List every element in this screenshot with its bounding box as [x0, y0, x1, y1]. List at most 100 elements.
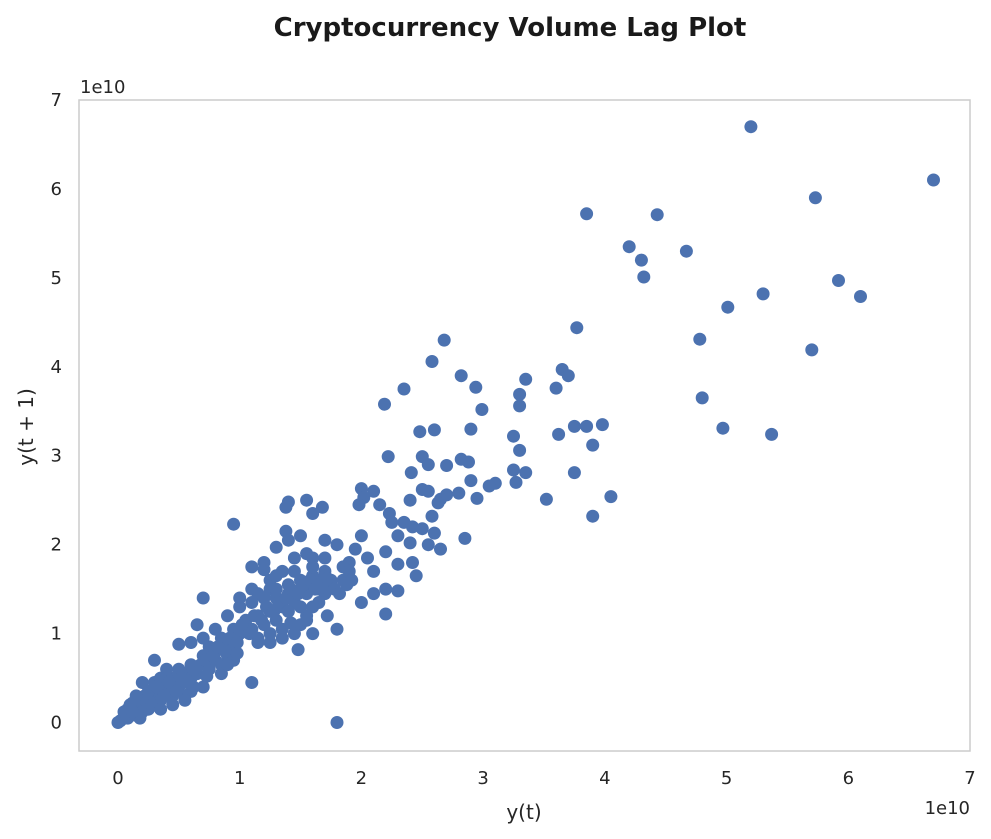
- scatter-point: [832, 274, 845, 287]
- scatter-point: [367, 564, 381, 578]
- y-tick-label: 7: [51, 90, 62, 111]
- scatter-point: [348, 542, 362, 556]
- scatter-point: [464, 422, 478, 436]
- scatter-point: [354, 596, 368, 609]
- x-axis-offset-label: 1e10: [925, 798, 970, 819]
- scatter-point: [330, 622, 344, 636]
- scatter-point: [427, 526, 441, 540]
- scatter-point: [695, 391, 709, 405]
- scatter-point: [367, 484, 381, 498]
- scatter-point: [230, 636, 244, 649]
- scatter-point: [279, 500, 293, 514]
- scatter-point: [413, 425, 427, 439]
- scatter-point: [507, 429, 520, 443]
- x-tick-label: 2: [356, 768, 367, 789]
- x-tick-label: 5: [721, 768, 732, 789]
- scatter-point: [693, 332, 707, 346]
- scatter-point: [716, 421, 730, 435]
- scatter-point: [233, 600, 247, 614]
- scatter-point: [637, 270, 651, 284]
- scatter-point: [263, 627, 277, 641]
- scatter-point: [391, 529, 405, 543]
- scatter-point: [464, 474, 478, 488]
- scatter-point: [178, 693, 192, 707]
- scatter-point: [166, 698, 180, 712]
- scatter-point: [452, 486, 466, 500]
- scatter-point: [150, 680, 164, 694]
- scatter-point: [391, 557, 405, 571]
- scatter-point: [196, 631, 210, 645]
- chart-title: Cryptocurrency Volume Lag Plot: [274, 13, 747, 43]
- scatter-point: [251, 631, 265, 645]
- scatter-point: [255, 613, 269, 627]
- scatter-point: [403, 493, 417, 507]
- scatter-point: [622, 240, 636, 254]
- scatter-point: [227, 517, 241, 531]
- x-tick-label: 4: [599, 768, 610, 789]
- scatter-point: [306, 560, 320, 574]
- x-tick-label: 0: [112, 768, 123, 789]
- x-tick-label: 6: [843, 768, 854, 789]
- scatter-point: [306, 627, 320, 641]
- scatter-point: [221, 658, 234, 672]
- scatter-point: [352, 498, 366, 512]
- y-tick-label: 4: [51, 357, 62, 378]
- x-axis-label: y(t): [506, 800, 541, 824]
- scatter-point: [404, 466, 418, 480]
- scatter-point: [333, 587, 346, 601]
- scatter-point: [421, 538, 435, 552]
- scatter-point: [567, 466, 581, 480]
- scatter-point: [306, 507, 320, 520]
- y-tick-label: 1: [51, 624, 62, 645]
- scatter-point: [595, 418, 609, 432]
- scatter-point: [154, 702, 168, 716]
- scatter-point: [808, 191, 822, 205]
- scatter-point: [320, 609, 334, 623]
- scatter-point: [679, 244, 693, 258]
- scatter-point: [172, 637, 186, 651]
- scatter-point: [111, 716, 125, 729]
- scatter-point: [513, 443, 527, 457]
- scatter-point: [385, 515, 399, 529]
- scatter-point: [519, 372, 533, 386]
- scatter-point: [148, 653, 161, 667]
- scatter-point: [287, 551, 301, 565]
- scatter-point: [257, 563, 271, 577]
- scatter-point: [218, 644, 232, 658]
- scatter-point: [431, 496, 445, 510]
- scatter-point: [634, 253, 648, 267]
- scatter-point: [403, 536, 417, 550]
- plot-frame: [78, 99, 971, 752]
- scatter-point: [318, 551, 332, 565]
- scatter-point: [427, 423, 441, 437]
- scatter-point: [454, 369, 468, 383]
- scatter-point: [539, 492, 553, 506]
- scatter-point: [300, 613, 314, 627]
- scatter-point: [245, 560, 259, 574]
- scatter-point: [186, 680, 200, 694]
- scatter-point: [315, 500, 329, 514]
- scatter-point: [552, 427, 566, 441]
- scatter-point: [135, 676, 149, 689]
- scatter-point: [507, 463, 520, 477]
- scatter-point: [126, 705, 140, 719]
- scatter-point: [300, 493, 314, 507]
- scatter-point: [379, 545, 393, 559]
- scatter-point: [586, 509, 600, 523]
- scatter-point: [378, 397, 391, 411]
- y-tick-label: 2: [51, 535, 62, 556]
- scatter-point: [425, 509, 439, 523]
- scatter-point: [281, 533, 295, 547]
- scatter-point: [509, 475, 523, 489]
- scatter-point: [367, 587, 381, 601]
- scatter-point: [294, 529, 307, 543]
- scatter-point: [586, 438, 600, 452]
- scatter-point: [291, 643, 305, 657]
- scatter-point: [269, 569, 283, 583]
- scatter-point: [373, 498, 387, 512]
- scatter-point: [470, 491, 484, 505]
- scatter-point: [184, 636, 198, 649]
- scatter-point: [567, 419, 581, 433]
- scatter-point: [462, 455, 475, 469]
